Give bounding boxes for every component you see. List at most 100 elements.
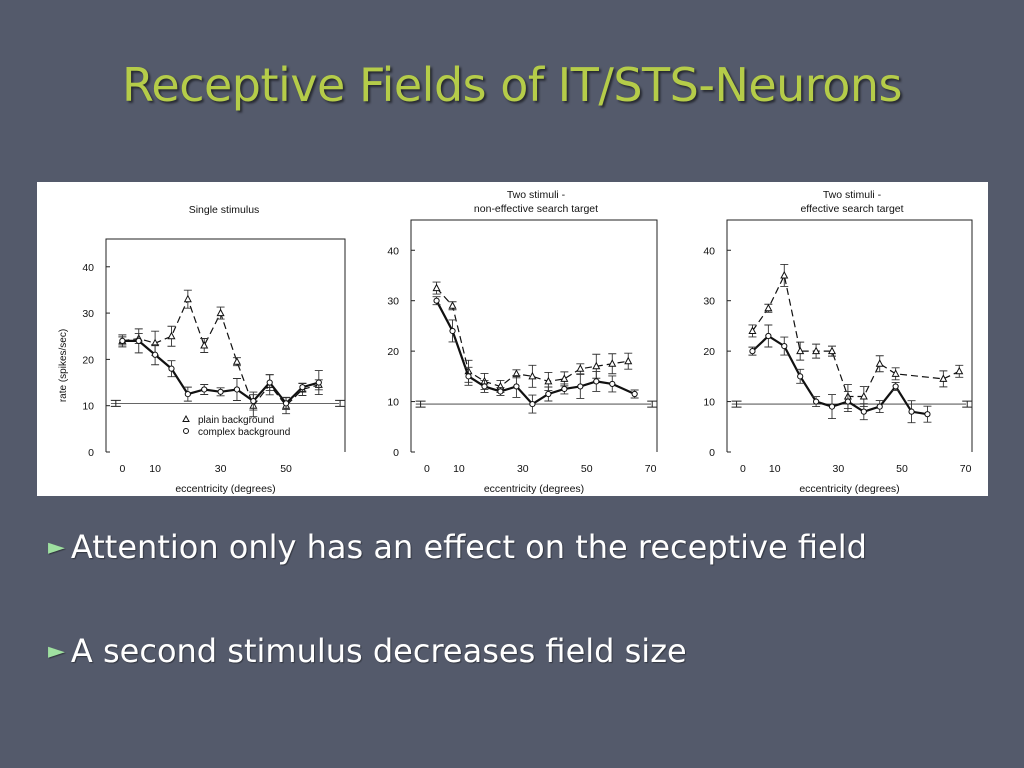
data-point-circle <box>250 397 257 405</box>
slide-title: Receptive Fields of IT/STS-Neurons <box>122 58 902 112</box>
data-point-triangle <box>608 359 617 367</box>
data-point-circle <box>497 388 504 395</box>
data-point-circle <box>481 383 488 390</box>
legend-label: plain background <box>198 415 274 426</box>
x-tick-label: 0 <box>740 463 746 475</box>
data-point-circle <box>828 403 836 410</box>
data-point-triangle <box>812 346 821 355</box>
data-point-circle <box>152 351 159 358</box>
charts-svg: Single stimulus 0 10 20 30 40 0 10 30 50 eccentric… <box>58 189 973 495</box>
data-point-circle <box>812 398 820 405</box>
y-tick-label: 30 <box>82 308 94 320</box>
baseline-error-bar <box>335 399 346 407</box>
data-point-circle <box>282 400 290 407</box>
bullet-text-2: A second stimulus decreases field size <box>70 632 687 670</box>
data-point-circle <box>299 384 306 391</box>
data-point-triangle <box>200 340 209 349</box>
data-point-triangle <box>955 366 964 375</box>
legend-label: complex background <box>198 427 290 438</box>
chart-title: Two stimuli - <box>507 189 566 201</box>
y-tick-label: 10 <box>387 397 399 409</box>
data-point-triangle <box>764 303 773 312</box>
data-point-circle <box>765 332 772 340</box>
data-point-triangle <box>232 357 241 365</box>
bullet-item-1: ► Attention only has an effect on the rec… <box>48 528 867 566</box>
y-tick-label: 40 <box>387 245 399 257</box>
data-point-triangle <box>748 326 757 334</box>
y-tick-label: 0 <box>709 447 715 459</box>
data-point-circle <box>433 297 440 304</box>
data-point-triangle <box>528 371 537 380</box>
data-point-circle <box>593 378 600 385</box>
x-tick-label: 30 <box>833 463 845 475</box>
x-axis-label: eccentricity (degrees) <box>175 483 275 495</box>
data-point-circle <box>577 383 584 390</box>
x-tick-label: 10 <box>769 463 781 475</box>
data-point-triangle <box>859 391 868 400</box>
data-point-triangle <box>183 294 192 303</box>
y-tick-label: 20 <box>82 354 94 366</box>
data-point-circle <box>844 398 852 405</box>
data-point-circle <box>797 373 804 380</box>
x-tick-label: 30 <box>517 463 529 475</box>
y-tick-label: 10 <box>703 397 715 409</box>
data-point-circle <box>908 408 915 415</box>
series-line-dashed <box>751 273 960 398</box>
data-point-circle <box>749 348 756 355</box>
bullet-item-2: ► A second stimulus decreases field size <box>48 632 687 670</box>
data-point-triangle <box>560 374 569 382</box>
x-tick-label: 10 <box>149 463 161 475</box>
data-point-circle <box>184 391 191 398</box>
data-point-triangle <box>891 369 900 377</box>
data-point-triangle <box>167 331 176 340</box>
axis-frame <box>726 219 973 452</box>
y-axis-label: rate (spikes/sec) <box>58 329 69 402</box>
data-point-circle <box>561 385 568 393</box>
legend-marker-circle <box>183 428 189 434</box>
y-tick-label: 0 <box>88 447 94 459</box>
data-point-circle <box>168 365 175 372</box>
y-tick-label: 20 <box>703 346 715 358</box>
x-tick-label: 10 <box>453 463 465 475</box>
baseline-error-bar <box>415 400 426 408</box>
data-point-triangle <box>592 361 601 370</box>
x-tick-label: 0 <box>119 463 125 475</box>
x-tick-label: 50 <box>581 463 593 475</box>
x-tick-label: 70 <box>960 463 972 475</box>
x-tick-label: 0 <box>424 463 430 475</box>
axis-frame <box>105 238 346 452</box>
x-tick-label: 50 <box>896 463 908 475</box>
chart-title: non-effective search target <box>474 203 598 215</box>
data-point-circle <box>545 390 552 398</box>
data-point-circle <box>781 342 788 350</box>
data-point-circle <box>860 408 867 415</box>
data-point-triangle <box>875 359 884 367</box>
data-point-circle <box>513 383 520 390</box>
data-point-circle <box>631 390 638 398</box>
data-point-triangle <box>544 376 553 385</box>
legend-marker-triangle <box>182 414 190 422</box>
data-point-circle <box>449 327 456 335</box>
y-tick-label: 0 <box>393 447 399 459</box>
chart-title: effective search target <box>800 203 903 215</box>
data-point-circle <box>892 383 899 390</box>
data-point-circle <box>119 337 126 344</box>
x-axis-label: eccentricity (degrees) <box>484 483 584 495</box>
data-point-triangle <box>432 283 441 292</box>
data-point-circle <box>201 386 208 393</box>
data-point-circle <box>876 403 883 410</box>
data-point-circle <box>924 411 931 418</box>
y-tick-label: 40 <box>82 262 94 274</box>
data-point-triangle <box>576 364 585 372</box>
axis-frame <box>410 219 658 452</box>
bullet-text-1: Attention only has an effect on the rece… <box>70 528 867 566</box>
data-point-circle <box>609 380 616 388</box>
x-tick-label: 70 <box>645 463 657 475</box>
y-tick-label: 20 <box>387 346 399 358</box>
baseline-error-bar <box>962 400 973 408</box>
data-point-circle <box>315 379 322 386</box>
series-line-solid <box>435 300 636 406</box>
data-point-triangle <box>448 301 457 309</box>
bullet-arrow-icon: ► <box>48 535 65 560</box>
data-point-triangle <box>827 346 837 355</box>
